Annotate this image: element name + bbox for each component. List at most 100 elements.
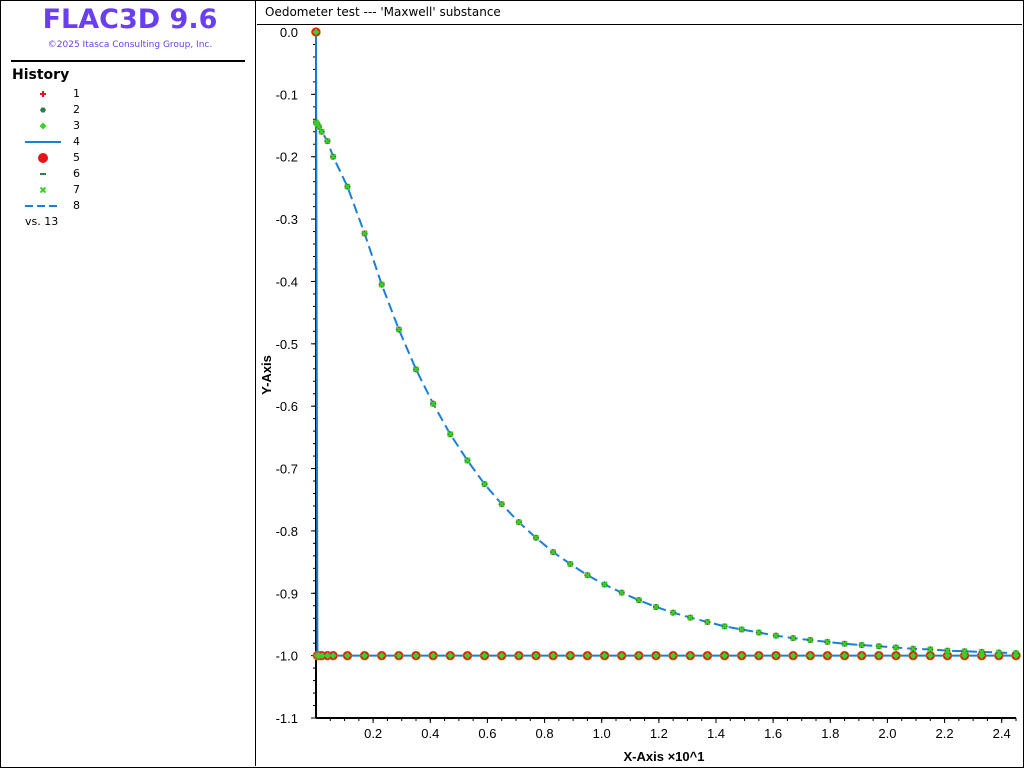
y-tick-label: -0.5 — [276, 337, 298, 352]
series-7-point — [1012, 650, 1020, 657]
x-tick-label: 2.0 — [878, 726, 896, 741]
series-8-line — [315, 121, 1017, 655]
series-3-point — [361, 652, 369, 660]
series-7-point — [395, 326, 402, 333]
series-7-point — [567, 560, 574, 568]
series-7-point — [447, 431, 454, 438]
series-3-point — [532, 652, 540, 660]
x-axis-label: X-Axis ×10^1 — [624, 749, 705, 764]
series-3-point — [549, 652, 557, 660]
series-3-point — [875, 652, 883, 660]
x-tick-label: 2.2 — [936, 726, 954, 741]
series-3-point — [892, 652, 900, 660]
legend-item-6[interactable]: 6 — [1, 166, 251, 182]
series-7-point — [995, 649, 1002, 656]
series-7-point — [772, 632, 780, 639]
series-7-point — [944, 647, 951, 654]
series-7-point — [824, 638, 831, 646]
series-7-point — [841, 640, 848, 647]
series-7-point — [875, 643, 882, 650]
series-7-point — [892, 644, 900, 651]
series-3-point — [618, 652, 626, 660]
series-7-point — [704, 618, 711, 626]
x-tick-label: 0.8 — [536, 726, 554, 741]
legend-item-4[interactable]: 4 — [1, 134, 251, 150]
legend-label: 3 — [73, 119, 80, 132]
series-3-point — [318, 652, 326, 660]
dashed-line-icon — [25, 205, 61, 207]
series-3-point — [323, 652, 331, 660]
series-3-point — [515, 652, 523, 660]
series-7-point — [858, 641, 865, 649]
legend-item-3[interactable]: 3 — [1, 118, 251, 134]
series-3-point — [652, 652, 660, 660]
series-7-point — [464, 457, 471, 464]
series-3-point — [329, 652, 337, 660]
legend-item-1[interactable]: 1 — [1, 86, 251, 102]
series-3-point — [738, 652, 746, 660]
plot-area[interactable]: 0.0 -0.1 -0.2 -0.3 -0.4 -0.5 -0.6 -0.7 -0.8 -0.9 -… — [257, 25, 1022, 766]
y-tick-label: -0.2 — [276, 150, 298, 165]
axis-labels: X-Axis ×10^1 Y-Axis — [259, 355, 704, 764]
y-tick-label: -0.4 — [276, 274, 298, 289]
legend-panel: FLAC3D 9.6 ©2025 Itasca Consulting Group… — [1, 1, 256, 766]
diamond-marker-icon — [39, 122, 47, 130]
series-7-point — [738, 626, 745, 633]
series-3-point — [498, 652, 506, 660]
series-7-point — [378, 281, 385, 288]
series-group — [311, 27, 1021, 661]
series-3-point — [823, 652, 831, 660]
y-axis-label: Y-Axis — [259, 355, 274, 395]
legend-label: 2 — [73, 103, 80, 116]
series-3-point — [412, 652, 420, 660]
series-7-point — [481, 480, 488, 488]
series-7-point — [330, 153, 337, 160]
solid-line-icon — [25, 141, 61, 143]
legend-label: 1 — [73, 87, 80, 100]
y-tick-label: -0.6 — [276, 399, 298, 414]
series-3-point — [395, 652, 403, 660]
series-7-point — [618, 589, 625, 596]
series-7-point — [790, 635, 797, 642]
series-7-point — [315, 123, 322, 130]
series-3-point — [378, 652, 386, 660]
series-7-point — [961, 648, 968, 655]
series-7-point — [412, 366, 420, 373]
legend-item-2[interactable]: 2 — [1, 102, 251, 118]
series-7-point — [498, 500, 505, 508]
x-tick-label: 2.4 — [993, 726, 1011, 741]
app-title: FLAC3D 9.6 — [42, 4, 218, 35]
y-tick-label: -0.7 — [276, 462, 298, 477]
series-7-point — [910, 645, 917, 652]
legend-label: 7 — [73, 183, 80, 196]
x-tick-label: 1.8 — [821, 726, 839, 741]
series-3-point — [635, 652, 643, 660]
y-tick-label: -0.8 — [276, 524, 298, 539]
series-3-point — [481, 652, 489, 660]
series-3-point — [755, 652, 763, 660]
series-7-point — [755, 629, 762, 636]
series-3-point — [926, 652, 934, 660]
legend-label: 4 — [73, 135, 80, 148]
legend-title: History — [12, 67, 70, 83]
series-7-point — [430, 400, 437, 407]
series-7-point — [635, 596, 642, 604]
plus-marker-icon — [40, 91, 46, 97]
series-3-point — [463, 652, 471, 660]
series-3-point — [721, 652, 729, 660]
series-3-point — [446, 652, 454, 660]
x-tick-label: 1.4 — [707, 726, 725, 741]
legend-item-7[interactable]: 7 — [1, 182, 251, 198]
separator-line — [11, 60, 245, 62]
legend-item-8[interactable]: 8 — [1, 198, 251, 214]
short-dash-icon — [40, 173, 46, 175]
legend-item-5[interactable]: 5 — [1, 150, 251, 166]
series-7-point — [807, 636, 814, 644]
series-7-point — [687, 614, 694, 621]
hexagon-marker-icon — [40, 107, 46, 113]
circle-marker-icon — [38, 153, 48, 163]
series-7-point — [515, 519, 522, 526]
series-3-point — [312, 28, 320, 36]
legend-label: 8 — [73, 199, 80, 212]
series-3-point — [601, 652, 609, 660]
